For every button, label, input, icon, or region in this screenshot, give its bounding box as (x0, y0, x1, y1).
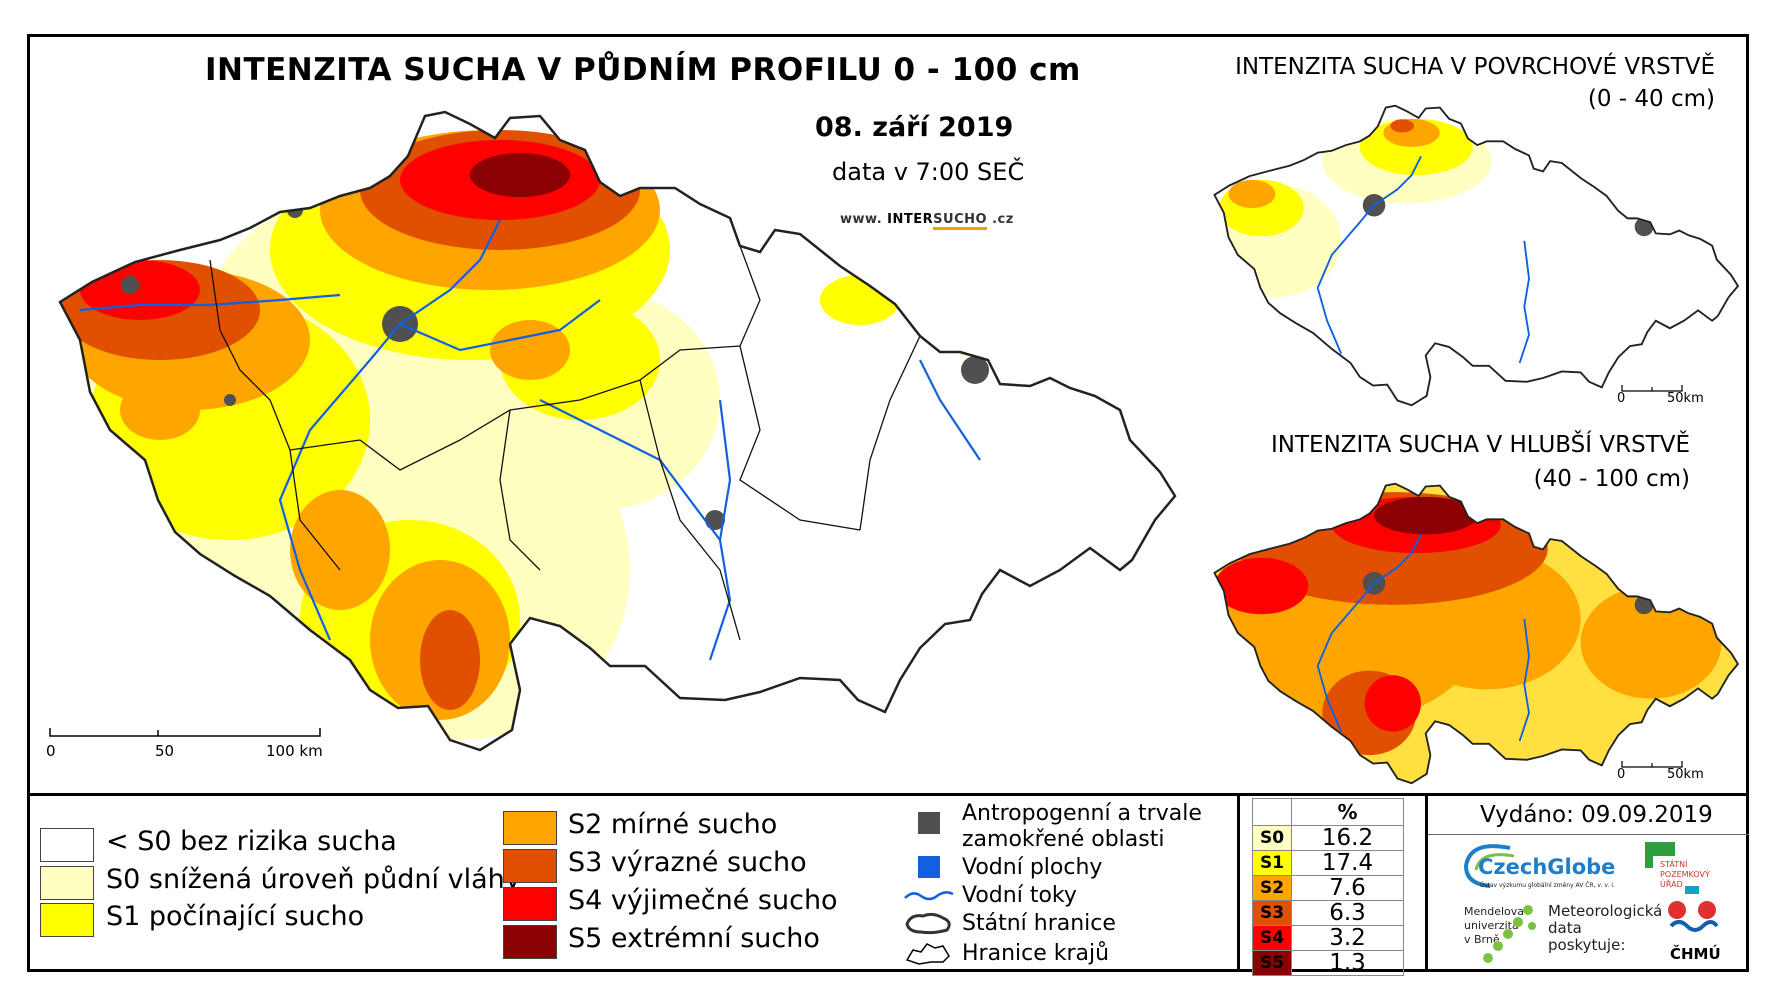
region-border-label: Hranice krajů (962, 941, 1110, 966)
legend-label-s4: S4 výjimečné sucho (568, 885, 838, 916)
pct-class: S0 (1252, 825, 1292, 851)
pct-row: S2 7.6 (1252, 875, 1404, 901)
surface-map (1213, 104, 1740, 407)
chmu-name: ČHMÚ (1670, 945, 1721, 963)
legend-swatch-s3 (503, 849, 557, 883)
mendel-line-2: univerzita (1464, 919, 1519, 932)
deep-map-title: INTENZITA SUCHA V HLUBŠÍ VRSTVĚ (1271, 432, 1690, 458)
czechglobe-subtitle: Ústav výzkumu globální změny AV ČR, v. v… (1480, 882, 1615, 889)
main-map-title: INTENZITA SUCHA V PŮDNÍM PROFILU 0 - 100… (205, 52, 1081, 88)
pct-row: S3 6.3 (1252, 900, 1404, 926)
provider-line-1: Meteorologická (1548, 902, 1663, 920)
website-link[interactable]: www. INTERSUCHO .cz (840, 212, 1014, 230)
deep-map-range: (40 - 100 cm) (1533, 466, 1690, 492)
anthropogenic-label-1: Antropogenní a trvale (962, 801, 1202, 826)
pct-row: S0 16.2 (1252, 825, 1404, 851)
website-suffix: .cz (987, 212, 1014, 227)
main-scale-0: 0 (46, 742, 56, 760)
mendel-logo-icon (1483, 905, 1536, 963)
deep-scale-0: 0 (1617, 767, 1626, 782)
legend-swatch-s0 (40, 866, 94, 900)
legend-divider (27, 793, 1749, 796)
legend-label-s2: S2 mírné sucho (568, 809, 778, 840)
state-border-label: Státní hranice (962, 911, 1116, 936)
legend-label-s3: S3 výrazné sucho (568, 847, 807, 878)
provider-line-3: poskytuje: (1548, 936, 1626, 954)
legend-label-no-risk: < S0 bez rizika sucha (106, 826, 397, 857)
legend-label-s1: S1 počínající sucho (106, 901, 365, 932)
pct-row: S4 3.2 (1252, 925, 1404, 951)
main-scale-100: 100 km (266, 742, 323, 760)
state-border-icon (905, 912, 951, 935)
divider-pct-right (1425, 795, 1428, 972)
region-border-icon (905, 943, 950, 965)
pct-class: S3 (1252, 900, 1292, 926)
legend-swatch-s2 (503, 811, 557, 845)
website-prefix: www. (840, 212, 888, 227)
surface-scale-50: 50km (1667, 391, 1704, 406)
website-brand-b: SUCHO (933, 212, 988, 230)
water-bodies-swatch (918, 856, 940, 878)
pct-row: S1 17.4 (1252, 850, 1404, 876)
rivers-line-icon (904, 891, 954, 901)
pct-class: S5 (1252, 950, 1292, 976)
legend-swatch-s4 (503, 887, 557, 921)
spu-line-2: POZEMKOVÝ (1660, 870, 1710, 879)
legend-swatch-s1 (40, 903, 94, 937)
anthropogenic-label-2: zamokřené oblasti (962, 827, 1165, 852)
provider-line-2: data (1548, 919, 1582, 937)
chmu-logo-icon (1668, 886, 1719, 932)
pct-class: S4 (1252, 925, 1292, 951)
pct-value: 6.3 (1291, 900, 1404, 926)
legend-swatch-no-risk (40, 828, 94, 862)
data-time: data v 7:00 SEČ (832, 158, 1025, 186)
pct-value: 3.2 (1291, 925, 1404, 951)
pct-class: S1 (1252, 850, 1292, 876)
mendel-line-3: v Brně (1464, 933, 1500, 946)
pct-class: S2 (1252, 875, 1292, 901)
main-scale-50: 50 (155, 742, 175, 760)
percent-table: % S0 16.2 S1 17.4 S2 7.6 S3 6.3 S4 3.2 S5 1.3 (1252, 798, 1404, 976)
pct-table-corner (1252, 798, 1292, 826)
pct-value: 1.3 (1291, 950, 1404, 976)
water-bodies-label: Vodní plochy (962, 855, 1103, 880)
legend-swatch-s5 (503, 925, 557, 959)
rivers-label: Vodní toky (962, 883, 1077, 908)
main-map-date: 08. září 2019 (815, 112, 1014, 143)
pct-row: S5 1.3 (1252, 950, 1404, 976)
main-scale-bar (49, 728, 321, 737)
spu-line-1: STÁTNÍ (1660, 860, 1688, 869)
website-brand-a: INTER (887, 212, 934, 227)
pct-value: 7.6 (1291, 875, 1404, 901)
sponsor-box (1428, 834, 1749, 973)
pct-value: 17.4 (1291, 850, 1404, 876)
czechglobe-name: CzechGlobe (1478, 855, 1616, 879)
main-map (58, 110, 1177, 752)
deep-scale-50: 50km (1667, 767, 1704, 782)
map-frame (27, 34, 1749, 972)
spu-logo-bar (1645, 842, 1653, 868)
pct-value: 16.2 (1291, 825, 1404, 851)
deep-scale-bar (1621, 761, 1683, 768)
surface-scale-0: 0 (1617, 391, 1626, 406)
issued-date: Vydáno: 09.09.2019 (1480, 802, 1713, 828)
mendel-line-1: Mendelova (1464, 905, 1525, 918)
spu-line-3: ÚŘAD (1660, 880, 1683, 889)
anthropogenic-swatch (918, 812, 940, 834)
surface-scale-bar (1621, 385, 1683, 392)
deep-map (1213, 482, 1740, 785)
czechglobe-logo-icon (1463, 844, 1515, 888)
surface-map-range: (0 - 40 cm) (1587, 86, 1715, 112)
legend-label-s5: S5 extrémní sucho (568, 923, 820, 954)
divider-pct-left (1237, 795, 1240, 972)
pct-table-header: % (1291, 798, 1404, 826)
legend-label-s0: S0 snížená úroveň půdní vláhy (106, 864, 521, 895)
surface-map-title: INTENZITA SUCHA V POVRCHOVÉ VRSTVĚ (1235, 54, 1715, 80)
